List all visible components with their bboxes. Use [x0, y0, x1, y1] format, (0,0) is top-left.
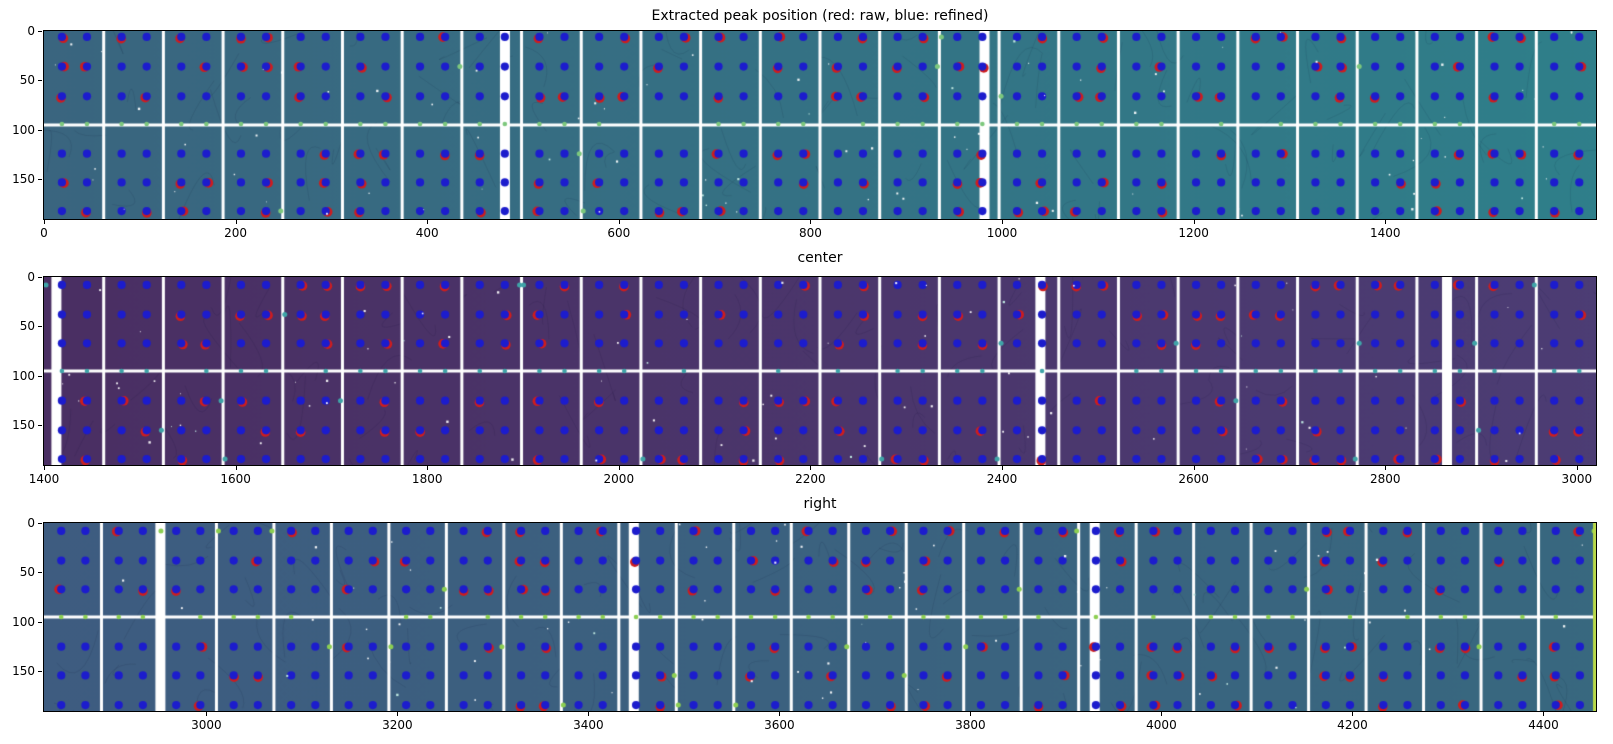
- x-tick-label: 1600: [220, 472, 251, 486]
- x-tick-label: 3400: [573, 718, 604, 732]
- figure-title: Extracted peak position (red: raw, blue:…: [651, 8, 989, 24]
- x-tick-label: 3200: [382, 718, 413, 732]
- x-tick-mark: [588, 712, 590, 716]
- y-tick-mark: [38, 129, 42, 131]
- x-tick-mark: [779, 712, 781, 716]
- subplot-title-center: center: [797, 250, 843, 266]
- x-tick-mark: [1193, 466, 1195, 470]
- x-tick-label: 2000: [603, 472, 635, 486]
- x-tick-mark: [1161, 712, 1163, 716]
- x-tick-label: 4200: [1337, 718, 1368, 732]
- x-tick-label: 3800: [955, 718, 986, 732]
- x-tick-mark: [1193, 220, 1195, 224]
- x-tick-mark: [618, 220, 620, 224]
- x-tick-label: 200: [224, 226, 248, 240]
- x-tick-mark: [1385, 466, 1387, 470]
- x-tick-mark: [618, 466, 620, 470]
- y-tick-mark: [38, 671, 42, 673]
- axes-right: [43, 522, 1597, 712]
- y-tick-mark: [38, 31, 42, 32]
- x-tick-label: 2400: [986, 472, 1018, 486]
- y-tick-mark: [38, 572, 42, 574]
- x-tick-label: 3000: [191, 718, 222, 732]
- y-tick-mark: [38, 277, 42, 278]
- x-tick-label: 1400: [1369, 226, 1401, 240]
- x-tick-mark: [235, 220, 237, 224]
- y-tick-label: 100: [12, 614, 35, 629]
- y-tick-mark: [38, 375, 42, 377]
- x-tick-label: 1200: [1178, 226, 1209, 240]
- y-tick-label: 150: [12, 664, 35, 679]
- x-tick-mark: [44, 220, 45, 224]
- x-tick-label: 3600: [764, 718, 795, 732]
- x-tick-mark: [1385, 220, 1387, 224]
- x-tick-mark: [1543, 712, 1545, 716]
- x-tick-mark: [970, 712, 972, 716]
- y-tick-mark: [38, 621, 42, 623]
- x-tick-label: 400: [415, 226, 439, 240]
- heatmap-image-center: [44, 277, 1596, 465]
- axes-center: [43, 276, 1597, 466]
- x-tick-mark: [810, 466, 812, 470]
- x-tick-mark: [1576, 466, 1578, 470]
- x-tick-label: 2200: [795, 472, 826, 486]
- x-tick-mark: [1002, 466, 1004, 470]
- y-tick-label: 100: [12, 122, 35, 137]
- x-tick-mark: [1002, 220, 1004, 224]
- y-tick-label: 0: [27, 270, 35, 284]
- x-tick-mark: [235, 466, 237, 470]
- x-tick-label: 2800: [1369, 472, 1401, 486]
- y-tick-mark: [38, 179, 42, 181]
- y-tick-label: 50: [19, 319, 35, 334]
- x-tick-label: 2600: [1178, 472, 1209, 486]
- x-tick-label: 4000: [1146, 718, 1177, 732]
- heatmap-image-top: [44, 31, 1596, 219]
- y-tick-label: 0: [27, 516, 35, 530]
- x-tick-mark: [427, 466, 429, 470]
- x-tick-label: 800: [798, 226, 822, 240]
- x-tick-label: 1000: [986, 226, 1018, 240]
- y-tick-label: 150: [12, 418, 35, 433]
- x-tick-label: 4400: [1528, 718, 1559, 732]
- x-tick-mark: [1352, 712, 1354, 716]
- y-tick-mark: [38, 326, 42, 328]
- x-tick-mark: [44, 466, 45, 470]
- x-tick-label: 0: [40, 226, 48, 240]
- x-tick-mark: [206, 712, 208, 716]
- x-tick-label: 1800: [411, 472, 443, 486]
- y-tick-label: 50: [19, 73, 35, 88]
- x-tick-label: 3000: [1561, 472, 1593, 486]
- y-tick-mark: [38, 523, 42, 524]
- y-tick-label: 50: [19, 565, 35, 580]
- x-tick-mark: [810, 220, 812, 224]
- heatmap-image-right: [44, 523, 1596, 711]
- y-tick-mark: [38, 425, 42, 427]
- subplot-title-right: right: [803, 496, 837, 512]
- axes-top: [43, 30, 1597, 220]
- y-tick-mark: [38, 80, 42, 82]
- x-tick-mark: [397, 712, 399, 716]
- y-tick-label: 0: [27, 24, 35, 38]
- y-tick-label: 150: [12, 172, 35, 187]
- x-tick-mark: [427, 220, 429, 224]
- x-tick-label: 1400: [28, 472, 60, 486]
- x-tick-label: 600: [607, 226, 631, 240]
- y-tick-label: 100: [12, 368, 35, 383]
